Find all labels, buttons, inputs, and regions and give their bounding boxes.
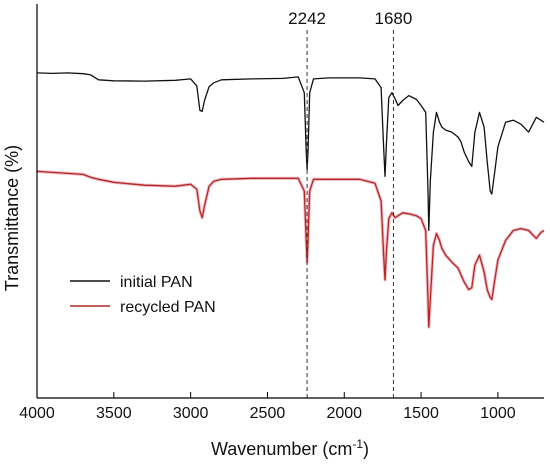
annotations: 2242 1680 bbox=[288, 9, 412, 398]
legend-label-initial: initial PAN bbox=[120, 274, 193, 291]
x-axis-label: Wavenumber (cm-1) bbox=[211, 437, 369, 459]
x-tick-label-1500: 1500 bbox=[403, 405, 439, 422]
x-tick-label-3500: 3500 bbox=[96, 405, 132, 422]
y-axis-label: Transmittance (%) bbox=[2, 145, 22, 291]
series-recycled-halo bbox=[36, 169, 545, 329]
x-tick-label-4000: 4000 bbox=[19, 405, 55, 422]
x-axis-label-close: ) bbox=[363, 439, 369, 459]
legend: initial PAN recycled PAN bbox=[70, 274, 216, 316]
x-tick-label-1000: 1000 bbox=[480, 405, 516, 422]
annotation-label-1680: 1680 bbox=[375, 9, 413, 28]
x-tick-label-2500: 2500 bbox=[250, 405, 286, 422]
x-tick-label-2000: 2000 bbox=[326, 405, 362, 422]
x-tick-label-3000: 3000 bbox=[173, 405, 209, 422]
series-line-1 bbox=[36, 170, 545, 328]
x-axis-label-superscript: -1 bbox=[352, 437, 363, 451]
plot-area bbox=[36, 72, 545, 329]
legend-label-recycled: recycled PAN bbox=[120, 299, 216, 316]
annotation-label-2242: 2242 bbox=[288, 9, 326, 28]
axes: 4000 3500 3000 2500 2000 1500 1000 bbox=[19, 4, 544, 422]
series-line-0 bbox=[36, 72, 545, 232]
x-axis-label-main: Wavenumber (cm bbox=[211, 439, 352, 459]
